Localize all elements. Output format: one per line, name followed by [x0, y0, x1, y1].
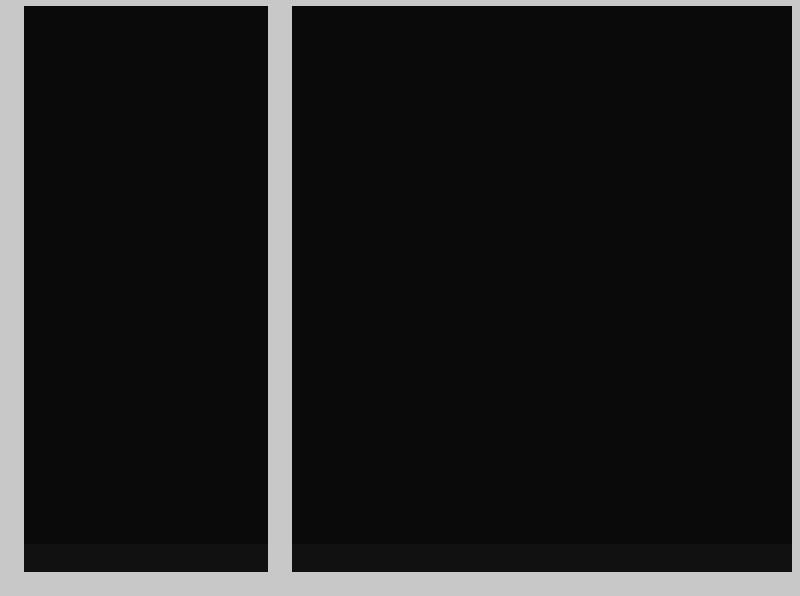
- Text: Ad.: Ad.: [125, 496, 143, 506]
- Text: 0,003: 0,003: [433, 485, 461, 494]
- Text: 0,003: 0,003: [498, 485, 526, 494]
- Text: Ad.: Ad.: [569, 496, 586, 506]
- Text: 614IS: 614IS: [308, 496, 336, 506]
- Text: 2 min.: 2 min.: [488, 501, 524, 511]
- Text: Ad.: Ad.: [438, 496, 455, 506]
- Text: Ad.: Ad.: [205, 496, 223, 506]
- Text: mg/kg: mg/kg: [747, 505, 784, 515]
- Text: 0,003: 0,003: [693, 485, 721, 494]
- Text: 0,003: 0,003: [118, 485, 149, 494]
- Text: Ad.: Ad.: [504, 496, 520, 506]
- Text: Ad.: Ad.: [374, 496, 390, 506]
- Text: Ad.: Ad.: [58, 496, 77, 506]
- Text: Ad.: Ad.: [698, 496, 715, 506]
- Text: 0,003: 0,003: [53, 485, 83, 494]
- Text: 10: 10: [316, 485, 328, 494]
- Text: Ad.: Ad.: [634, 496, 650, 506]
- Text: 0,003: 0,003: [368, 485, 396, 494]
- Text: 0,003: 0,003: [628, 485, 656, 494]
- Text: 0,003: 0,003: [563, 485, 591, 494]
- Text: 0,003: 0,003: [199, 485, 230, 494]
